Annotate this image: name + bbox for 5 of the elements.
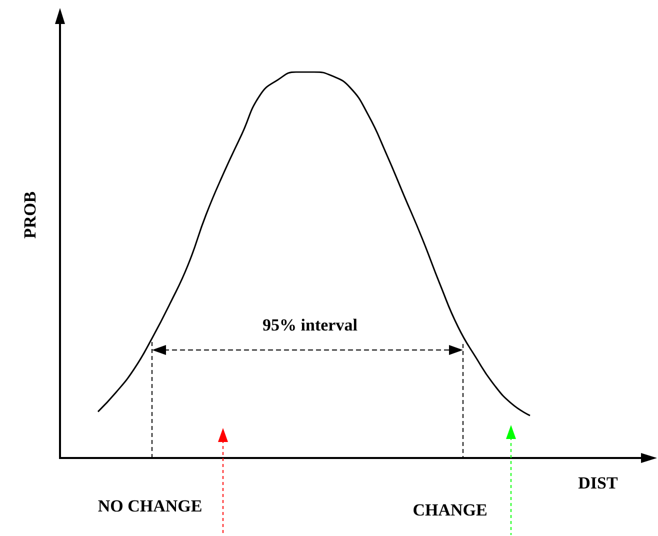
- x-axis-title: DIST: [578, 474, 619, 492]
- text: CHANGE: [412, 500, 488, 520]
- text: NO CHANGE: [98, 496, 202, 516]
- y-axis-title: PROB: [20, 191, 40, 239]
- annotation: 95% interval: [262, 316, 358, 334]
